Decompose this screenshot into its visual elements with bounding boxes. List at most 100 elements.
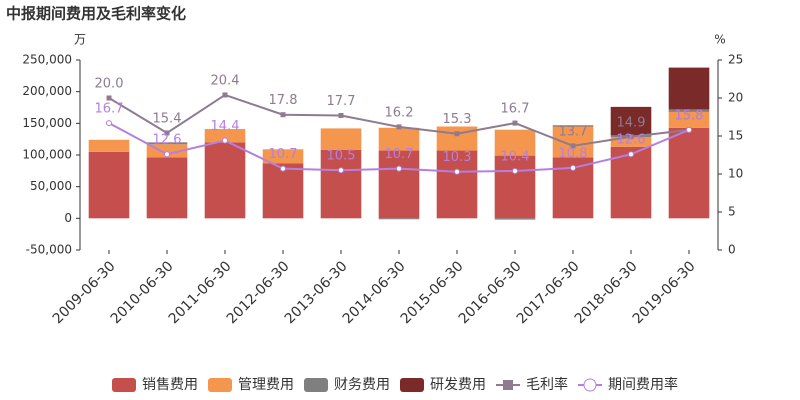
bar [262, 149, 304, 164]
value-label: 15.3 [443, 112, 472, 127]
marker [396, 124, 402, 130]
bar [668, 109, 710, 112]
bar [378, 218, 420, 220]
marker [222, 137, 228, 144]
marker [280, 165, 286, 172]
value-label: 20.4 [211, 73, 240, 88]
marker [512, 120, 518, 126]
marker [628, 151, 634, 158]
bar [610, 146, 652, 219]
x-tick-label: 2019-06-30 [630, 258, 699, 327]
bar [378, 127, 420, 151]
legend-swatch [112, 378, 136, 392]
value-label: 16.7 [501, 102, 530, 117]
bar [320, 128, 362, 150]
y-tick-label: -50,000 [26, 243, 72, 257]
y-tick-label: 100,000 [22, 148, 72, 162]
bar [146, 157, 188, 219]
marker [454, 168, 460, 175]
value-label: 14.9 [617, 115, 646, 130]
bar [668, 67, 710, 110]
bar [494, 129, 536, 156]
value-label: 15.4 [153, 111, 182, 126]
marker [512, 167, 518, 174]
bar [146, 142, 188, 145]
marker [164, 151, 170, 158]
marker [106, 95, 112, 101]
y-tick-label: 0 [64, 211, 72, 225]
y-unit: 万 [74, 33, 86, 47]
bar [146, 144, 188, 158]
marker [222, 92, 228, 98]
value-label: 16.7 [95, 102, 124, 117]
legend-label: 财务费用 [334, 377, 390, 393]
marker [686, 126, 692, 133]
bar [378, 150, 420, 219]
value-label: 13.7 [559, 124, 588, 139]
legend-label: 销售费用 [142, 377, 198, 393]
y2-tick-label: 15 [728, 129, 743, 143]
value-label: 17.7 [327, 94, 356, 109]
value-label: 17.8 [269, 93, 298, 108]
bar [552, 126, 594, 158]
value-label: 20.0 [95, 77, 124, 92]
legend-marker [583, 378, 597, 392]
legend-swatch [304, 378, 328, 392]
value-label: 10.7 [269, 147, 298, 162]
legend-label: 毛利率 [526, 376, 568, 393]
legend-label: 管理费用 [238, 377, 294, 393]
marker [164, 130, 170, 136]
value-label: 10.5 [327, 149, 356, 164]
value-label: 10.4 [501, 149, 530, 164]
value-label: 12.6 [153, 133, 182, 148]
y2-tick-label: 0 [728, 243, 736, 257]
chart-title: 中报期间费用及毛利率变化 [6, 5, 186, 23]
marker [338, 112, 344, 118]
value-label: 10.8 [559, 146, 588, 161]
marker [338, 167, 344, 174]
y-tick-label: 250,000 [22, 53, 72, 67]
bar [436, 150, 478, 219]
y2-tick-label: 10 [728, 167, 743, 181]
value-label: 10.3 [443, 150, 472, 165]
bar [668, 127, 710, 219]
bar [552, 125, 594, 127]
bar [204, 142, 246, 219]
legend-marker [503, 380, 513, 390]
bar [610, 137, 652, 147]
y-tick-label: 200,000 [22, 84, 72, 98]
bar [204, 129, 246, 143]
bar [668, 111, 710, 128]
y-tick-label: 50,000 [30, 179, 72, 193]
marker [570, 143, 576, 149]
bar [494, 218, 536, 220]
marker [106, 120, 112, 127]
legend-label: 期间费用率 [608, 376, 678, 393]
bar [494, 155, 536, 219]
marker [628, 134, 634, 140]
marker [570, 164, 576, 171]
y2-unit: % [714, 33, 725, 47]
bar [262, 163, 304, 219]
marker [280, 112, 286, 118]
bar [610, 106, 652, 136]
value-label: 12.6 [617, 133, 646, 148]
marker [396, 165, 402, 172]
value-label: 14.4 [211, 119, 240, 134]
value-label: 16.2 [385, 105, 414, 120]
y-tick-label: 150,000 [22, 116, 72, 130]
value-label: 15.8 [675, 108, 704, 123]
bar [88, 139, 130, 152]
marker [454, 131, 460, 137]
y2-tick-label: 25 [728, 53, 743, 67]
bar [320, 149, 362, 219]
value-label: 10.7 [385, 147, 414, 162]
y2-tick-label: 5 [728, 205, 736, 219]
legend-swatch [400, 378, 424, 392]
legend-swatch [208, 378, 232, 392]
value-label: 15.8 [675, 108, 704, 123]
legend-label: 研发费用 [430, 377, 486, 393]
bar [88, 151, 130, 219]
y2-tick-label: 20 [728, 91, 743, 105]
